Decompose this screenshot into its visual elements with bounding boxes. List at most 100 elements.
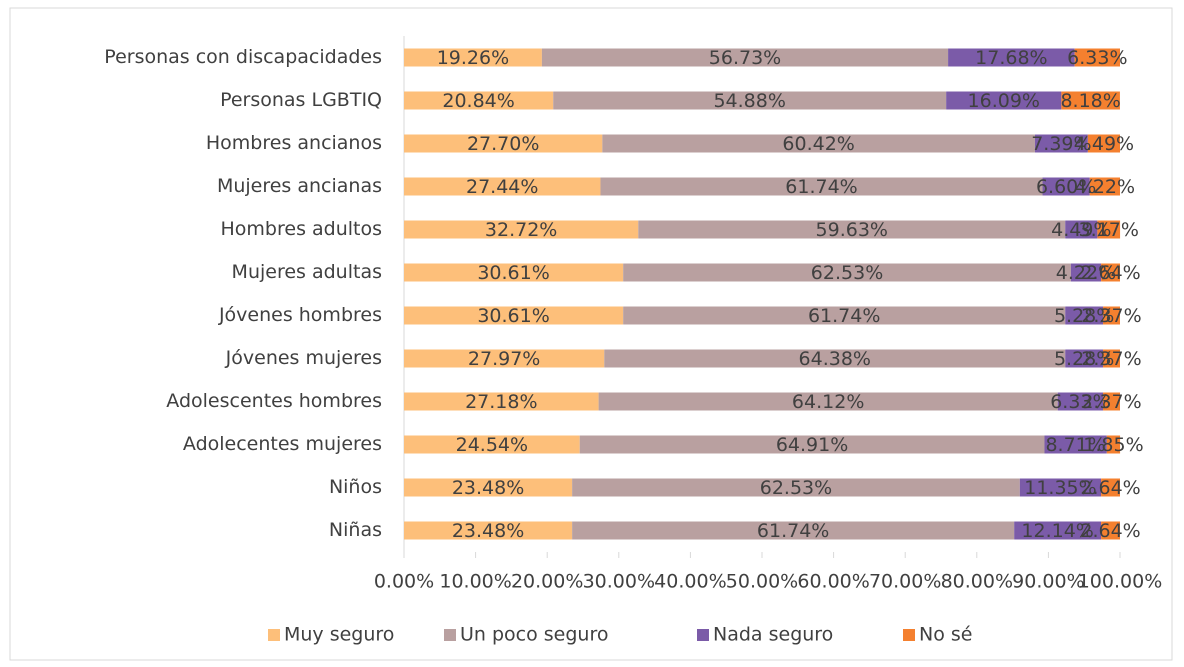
- y-tick-label: Jóvenes mujeres: [225, 347, 382, 369]
- legend-swatch: [268, 629, 280, 641]
- bar-segment: [553, 91, 947, 110]
- data-label: 64.91%: [776, 434, 848, 456]
- data-label: 6.33%: [1067, 47, 1127, 69]
- bar-segment: [404, 521, 573, 540]
- data-label: 4.49%: [1051, 219, 1111, 241]
- bar-segment: [541, 48, 949, 67]
- y-tick-label: Mujeres adultas: [232, 261, 382, 283]
- data-label: 61.74%: [757, 520, 829, 542]
- x-tick-label: 40.00%: [654, 571, 726, 593]
- x-tick-label: 70.00%: [869, 571, 941, 593]
- data-label: 30.61%: [477, 262, 549, 284]
- data-label: 3.17%: [1079, 219, 1139, 241]
- y-tick-label: Hombres adultos: [221, 218, 383, 240]
- bar-segment: [1065, 306, 1104, 325]
- data-label: 32.72%: [485, 219, 557, 241]
- data-label: 16.09%: [968, 90, 1040, 112]
- bar-segment: [404, 392, 599, 411]
- data-label: 2.64%: [1080, 262, 1140, 284]
- bar-segment: [1057, 392, 1104, 411]
- x-tick-label: 90.00%: [1012, 571, 1084, 593]
- bar-segment: [1103, 392, 1120, 411]
- bar-segment: [404, 263, 624, 282]
- data-label: 8.18%: [1060, 90, 1120, 112]
- y-tick-label: Personas con discapacidades: [104, 46, 382, 68]
- bar-segment: [572, 478, 1020, 497]
- data-label: 2.64%: [1080, 477, 1140, 499]
- bar-segment: [1101, 478, 1120, 497]
- bar-segment: [600, 177, 1043, 196]
- data-label: 5.28%: [1054, 348, 1114, 370]
- data-label: 62.53%: [811, 262, 883, 284]
- legend-swatch: [444, 629, 456, 641]
- x-tick-label: 100.00%: [1078, 571, 1163, 593]
- bar-segment: [404, 435, 580, 454]
- bar-segment: [1103, 306, 1120, 325]
- y-tick-label: Niños: [329, 476, 382, 498]
- legend-label: Muy seguro: [284, 624, 394, 646]
- legend-label: No sé: [919, 624, 972, 646]
- data-label: 2.37%: [1081, 391, 1141, 413]
- data-label: 24.54%: [456, 434, 528, 456]
- y-tick-label: Niñas: [329, 519, 382, 541]
- y-tick-label: Mujeres ancianas: [217, 175, 382, 197]
- data-label: 4.22%: [1075, 176, 1135, 198]
- bar-segment: [404, 91, 554, 110]
- data-label: 2.64%: [1080, 520, 1140, 542]
- data-label: 17.68%: [975, 47, 1047, 69]
- bar-segment: [602, 134, 1035, 153]
- data-label: 27.18%: [465, 391, 537, 413]
- data-label: 27.70%: [467, 133, 539, 155]
- data-label: 54.88%: [713, 90, 785, 112]
- data-label: 30.61%: [477, 305, 549, 327]
- bar-segment: [1101, 263, 1120, 282]
- data-label: 8.71%: [1045, 434, 1105, 456]
- data-label: 56.73%: [709, 47, 781, 69]
- bar-segment: [1074, 48, 1120, 67]
- legend-swatch: [697, 629, 709, 641]
- data-label: 61.74%: [785, 176, 857, 198]
- bar-segment: [404, 48, 542, 67]
- bar-segment: [1097, 220, 1121, 239]
- bar-segment: [598, 392, 1058, 411]
- data-label: 27.97%: [468, 348, 540, 370]
- legend-label: Un poco seguro: [460, 624, 609, 646]
- data-label: 5.28%: [1054, 305, 1114, 327]
- x-tick-label: 0.00%: [374, 571, 434, 593]
- bar-segment: [1042, 177, 1090, 196]
- data-label: 2.37%: [1081, 305, 1141, 327]
- x-tick-label: 80.00%: [941, 571, 1013, 593]
- data-label: 23.48%: [452, 520, 524, 542]
- bar-segment: [404, 349, 605, 368]
- x-tick-label: 20.00%: [511, 571, 583, 593]
- bar-segment: [579, 435, 1045, 454]
- y-tick-label: Personas LGBTIQ: [220, 89, 382, 111]
- data-label: 4.22%: [1056, 262, 1116, 284]
- bar-segment: [404, 306, 624, 325]
- data-label: 20.84%: [442, 90, 514, 112]
- bar-segment: [604, 349, 1066, 368]
- bar-segment: [623, 263, 1071, 282]
- bar-segment: [1103, 349, 1120, 368]
- data-label: 4.49%: [1074, 133, 1134, 155]
- data-label: 60.42%: [782, 133, 854, 155]
- data-label: 7.39%: [1031, 133, 1091, 155]
- y-tick-label: Adolecentes mujeres: [183, 433, 382, 455]
- data-label: 2.37%: [1081, 348, 1141, 370]
- data-label: 11.35%: [1024, 477, 1096, 499]
- bar-segment: [572, 521, 1015, 540]
- x-tick-label: 60.00%: [797, 571, 869, 593]
- bar-segment: [1106, 435, 1121, 454]
- bar-segment: [1101, 521, 1120, 540]
- bar-segment: [623, 306, 1066, 325]
- bar-segment: [1044, 435, 1107, 454]
- bar-segment: [1034, 134, 1088, 153]
- bar-segment: [948, 48, 1075, 67]
- bar-segment: [404, 134, 603, 153]
- y-tick-label: Hombres ancianos: [206, 132, 382, 154]
- data-label: 62.53%: [760, 477, 832, 499]
- y-tick-label: Adolescentes hombres: [166, 390, 382, 412]
- legend-label: Nada seguro: [713, 624, 833, 646]
- x-tick-label: 10.00%: [439, 571, 511, 593]
- bar-segment: [946, 91, 1062, 110]
